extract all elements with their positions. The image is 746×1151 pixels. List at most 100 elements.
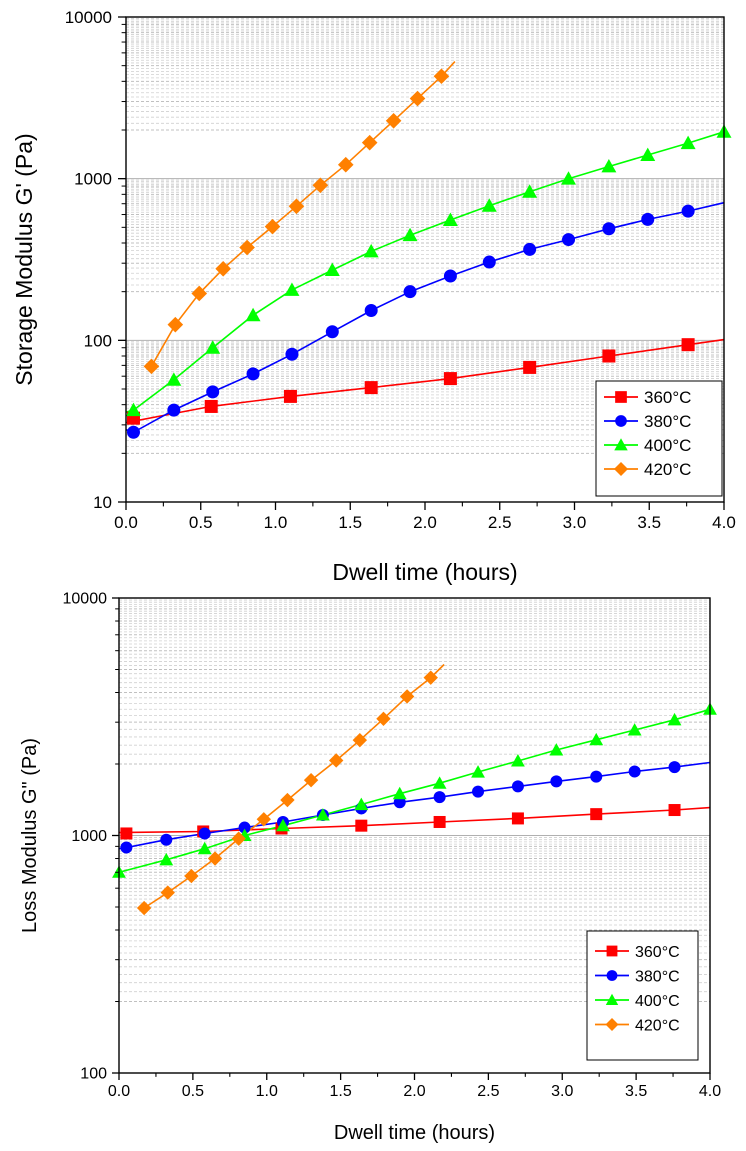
data-point xyxy=(325,325,339,339)
x-axis: 0.0 0.5 1.0 1.5 2.0 2.5 3.0 3.5 4.0 Dwell time (h… xyxy=(114,502,736,585)
data-point xyxy=(392,786,407,800)
storage-modulus-chart: 0.0 0.5 1.0 1.5 2.0 2.5 3.0 3.5 4.0 Dwell time (h… xyxy=(11,8,736,585)
data-point xyxy=(280,792,295,808)
data-point xyxy=(337,156,354,173)
data-point xyxy=(511,780,524,793)
data-point xyxy=(601,158,617,173)
data-point xyxy=(523,360,537,374)
data-point xyxy=(641,212,655,226)
x-tick-label: 3.0 xyxy=(551,1083,573,1100)
series-line-2 xyxy=(118,708,711,874)
y-tick-label: 1000 xyxy=(74,170,112,189)
data-point xyxy=(433,791,446,804)
x-tick-label: 1.5 xyxy=(338,513,362,532)
data-point xyxy=(206,385,220,399)
legend: 360°C 380°C 400°C 420°C xyxy=(586,930,699,1061)
y-axis-label: Loss Modulus G" (Pa) xyxy=(19,738,41,933)
data-point xyxy=(667,712,682,726)
legend-item: 400°C xyxy=(604,436,691,455)
series-line-3 xyxy=(150,61,456,367)
data-point xyxy=(423,670,438,685)
data-point xyxy=(184,868,199,884)
legend: 360°C 380°C 400°C 420°C xyxy=(595,380,723,497)
y-axis-label: Storage Modulus G' (Pa) xyxy=(11,133,37,385)
data-point xyxy=(197,841,212,855)
data-point xyxy=(364,303,378,317)
data-point xyxy=(399,689,415,704)
legend-label: 400°C xyxy=(644,436,691,455)
legend-item: 360°C xyxy=(595,944,680,961)
x-tick-label: 2.0 xyxy=(413,513,437,532)
x-tick-label: 4.0 xyxy=(699,1083,721,1100)
legend-label: 380°C xyxy=(635,968,680,985)
data-point xyxy=(167,316,184,333)
data-point xyxy=(238,821,251,834)
data-point xyxy=(433,68,450,85)
data-point xyxy=(120,827,133,840)
data-point xyxy=(640,147,656,162)
x-tick-label: 0.0 xyxy=(108,1083,130,1100)
series-markers-3 xyxy=(136,670,438,916)
data-point xyxy=(443,269,457,283)
x-tick-label: 2.5 xyxy=(488,513,512,532)
data-point xyxy=(363,243,379,258)
y-tick-label: 100 xyxy=(80,1066,107,1083)
legend-item: 380°C xyxy=(595,968,680,985)
data-point xyxy=(523,242,537,256)
x-axis-label: Dwell time (hours) xyxy=(334,1122,495,1144)
loss-modulus-chart: 0.0 0.5 1.0 1.5 2.0 2.5 3.0 3.5 4.0 Dwell time (h… xyxy=(19,591,721,1144)
data-point xyxy=(549,743,564,756)
data-point xyxy=(680,135,696,150)
legend-marker xyxy=(606,945,618,957)
y-axis: 100 1000 10000 Loss Modulus G" (Pa) xyxy=(19,591,119,1083)
y-tick-label: 1000 xyxy=(71,828,107,845)
data-point xyxy=(288,198,305,215)
data-point xyxy=(562,233,576,247)
data-point xyxy=(472,785,485,798)
data-point xyxy=(284,282,300,296)
data-point xyxy=(590,770,603,783)
gridlines xyxy=(126,18,724,454)
data-point xyxy=(550,775,563,788)
x-tick-label: 1.5 xyxy=(330,1083,352,1100)
legend-marker xyxy=(614,438,628,451)
x-tick-label: 0.5 xyxy=(189,513,213,532)
data-point xyxy=(668,804,681,817)
x-tick-label: 4.0 xyxy=(712,513,736,532)
legend-label: 400°C xyxy=(635,993,680,1010)
x-tick-label: 3.5 xyxy=(637,513,661,532)
series-markers-0 xyxy=(120,804,681,840)
legend-marker xyxy=(605,993,619,1005)
data-point xyxy=(364,381,378,395)
legend-item: 420°C xyxy=(604,460,691,479)
data-point xyxy=(256,812,271,827)
data-point xyxy=(628,765,641,778)
data-point xyxy=(160,833,173,846)
data-point xyxy=(160,885,175,900)
gridlines xyxy=(119,599,710,1003)
legend-label: 360°C xyxy=(644,388,691,407)
data-point xyxy=(433,815,446,828)
data-point xyxy=(204,399,218,413)
data-point xyxy=(627,723,642,736)
data-point xyxy=(136,900,152,916)
data-point xyxy=(205,340,221,354)
series-line-2 xyxy=(125,131,725,413)
legend-marker xyxy=(606,970,618,981)
x-tick-label: 2.0 xyxy=(403,1083,425,1100)
x-tick-label: 3.0 xyxy=(563,513,587,532)
data-point xyxy=(432,776,447,789)
data-point xyxy=(589,732,604,746)
x-tick-label: 0.5 xyxy=(182,1083,204,1100)
x-tick-label: 1.0 xyxy=(264,513,288,532)
data-point xyxy=(207,851,223,866)
legend-marker xyxy=(605,1018,619,1031)
data-point xyxy=(402,227,418,242)
y-tick-label: 10 xyxy=(93,493,112,512)
data-point xyxy=(442,212,458,226)
data-point xyxy=(126,425,140,439)
data-point xyxy=(602,222,616,236)
y-tick-label: 100 xyxy=(84,331,112,350)
legend-label: 360°C xyxy=(635,944,680,961)
